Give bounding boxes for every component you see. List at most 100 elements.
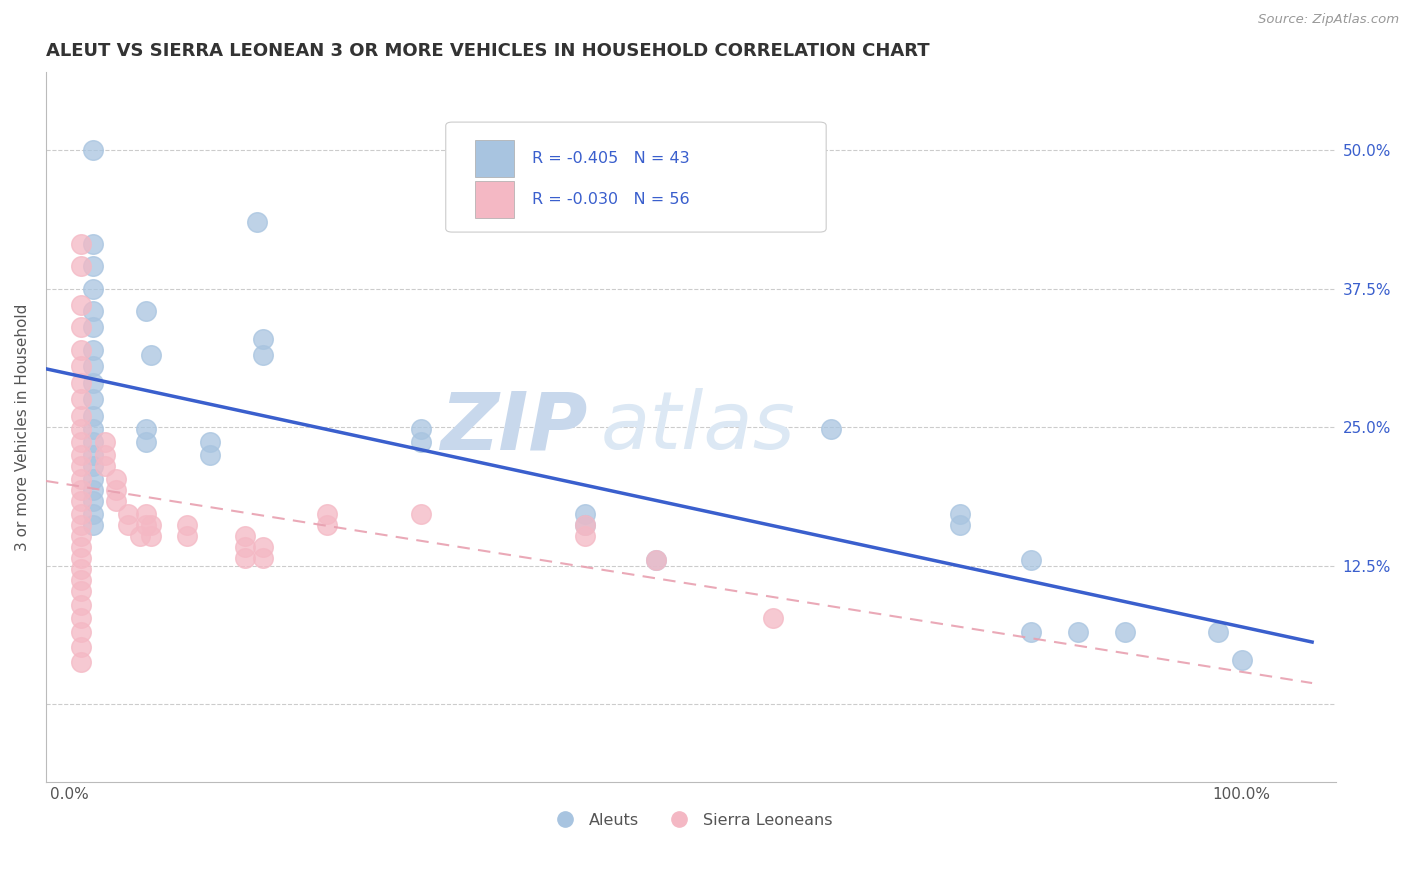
Point <box>574 517 596 532</box>
Point <box>70 422 93 436</box>
Point <box>70 640 93 654</box>
Text: atlas: atlas <box>600 388 796 467</box>
Point <box>70 376 93 390</box>
Point <box>70 540 93 554</box>
Point <box>70 507 93 521</box>
Point <box>1019 553 1042 567</box>
Point <box>70 598 93 612</box>
Point <box>316 517 339 532</box>
Point <box>252 332 274 346</box>
Point <box>574 529 596 543</box>
Point <box>128 529 150 543</box>
Point <box>70 551 93 566</box>
Point <box>82 376 104 390</box>
Point <box>949 517 972 532</box>
Point <box>82 448 104 462</box>
Point <box>70 359 93 374</box>
Point <box>82 392 104 407</box>
Point <box>70 237 93 252</box>
Point <box>82 359 104 374</box>
Point <box>117 517 139 532</box>
Point <box>70 611 93 625</box>
Point <box>70 529 93 543</box>
Point <box>411 507 433 521</box>
Point <box>82 320 104 334</box>
Y-axis label: 3 or more Vehicles in Household: 3 or more Vehicles in Household <box>15 303 30 551</box>
Point <box>316 507 339 521</box>
Point <box>82 494 104 508</box>
Text: R = -0.405   N = 43: R = -0.405 N = 43 <box>531 151 690 166</box>
Point <box>70 483 93 498</box>
Text: ALEUT VS SIERRA LEONEAN 3 OR MORE VEHICLES IN HOUSEHOLD CORRELATION CHART: ALEUT VS SIERRA LEONEAN 3 OR MORE VEHICL… <box>46 42 929 60</box>
Point <box>176 529 198 543</box>
Point <box>82 472 104 486</box>
Point <box>233 540 256 554</box>
Point <box>135 434 157 449</box>
Point <box>135 507 157 521</box>
Text: R = -0.030   N = 56: R = -0.030 N = 56 <box>531 192 690 207</box>
Point <box>70 625 93 640</box>
Point <box>82 483 104 498</box>
Text: ZIP: ZIP <box>440 388 588 467</box>
Point <box>70 298 93 312</box>
Point <box>574 507 596 521</box>
Bar <box>475 181 515 218</box>
Bar <box>475 140 515 177</box>
Point <box>252 540 274 554</box>
Point <box>70 434 93 449</box>
Text: Source: ZipAtlas.com: Source: ZipAtlas.com <box>1258 13 1399 27</box>
Point <box>1208 625 1230 640</box>
Point <box>820 422 842 436</box>
Point <box>82 282 104 296</box>
Point <box>762 611 785 625</box>
Point <box>949 507 972 521</box>
Point <box>105 472 128 486</box>
Point <box>117 507 139 521</box>
Point <box>644 553 666 567</box>
FancyBboxPatch shape <box>446 122 827 232</box>
Point <box>82 422 104 436</box>
Point <box>135 303 157 318</box>
Point <box>70 562 93 576</box>
Point <box>246 215 269 229</box>
Point <box>82 303 104 318</box>
Point <box>82 143 104 157</box>
Point <box>411 434 433 449</box>
Point <box>141 517 163 532</box>
Point <box>198 448 221 462</box>
Point <box>574 517 596 532</box>
Point <box>82 343 104 357</box>
Point <box>135 517 157 532</box>
Point <box>93 458 115 473</box>
Point <box>1114 625 1136 640</box>
Point <box>82 260 104 274</box>
Point <box>70 655 93 669</box>
Point <box>70 517 93 532</box>
Point <box>70 573 93 587</box>
Point <box>135 422 157 436</box>
Point <box>93 434 115 449</box>
Point <box>70 409 93 424</box>
Point <box>70 392 93 407</box>
Point <box>1066 625 1088 640</box>
Point <box>141 348 163 362</box>
Point <box>411 422 433 436</box>
Point <box>82 507 104 521</box>
Point <box>70 343 93 357</box>
Point <box>70 472 93 486</box>
Point <box>70 260 93 274</box>
Point <box>105 483 128 498</box>
Point <box>1019 625 1042 640</box>
Point <box>1230 653 1253 667</box>
Point <box>176 517 198 532</box>
Point <box>233 551 256 566</box>
Point <box>644 553 666 567</box>
Point <box>93 448 115 462</box>
Legend: Aleuts, Sierra Leoneans: Aleuts, Sierra Leoneans <box>543 806 839 834</box>
Point <box>82 237 104 252</box>
Point <box>70 584 93 599</box>
Point <box>82 409 104 424</box>
Point <box>70 320 93 334</box>
Point <box>70 494 93 508</box>
Point <box>198 434 221 449</box>
